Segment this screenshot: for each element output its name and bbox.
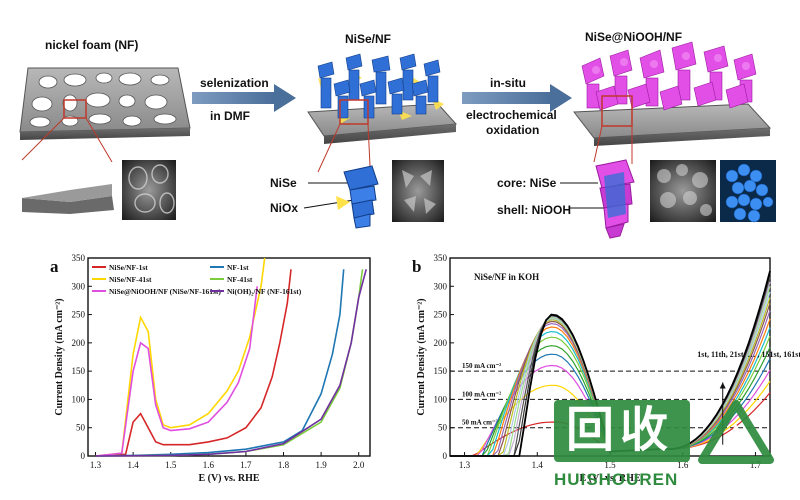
arrow2-top-label: in-situ bbox=[490, 76, 526, 90]
panel-a-xtick-label: 1.8 bbox=[278, 460, 290, 470]
panel-a-ytick-label: 250 bbox=[72, 310, 86, 320]
panel-a-xtick-label: 2.0 bbox=[353, 460, 365, 470]
panel-a-series-line bbox=[95, 257, 266, 457]
arrow-2 bbox=[462, 84, 572, 112]
panel-a-xtick-label: 1.9 bbox=[315, 460, 327, 470]
nise-crystal-inset bbox=[303, 160, 444, 229]
arrow-1 bbox=[192, 84, 296, 112]
panel-a-series-line bbox=[95, 269, 345, 457]
panel-a-xtick-label: 1.5 bbox=[165, 460, 177, 470]
panel-b-panel-label: b bbox=[412, 257, 421, 276]
nise-niooh-plate bbox=[573, 41, 772, 164]
panel-a-ytick-label: 150 bbox=[72, 366, 86, 376]
panel-b-xtick-label: 1.7 bbox=[750, 460, 762, 470]
recycle-icon bbox=[698, 400, 774, 464]
panel-a-xtick-label: 1.4 bbox=[127, 460, 139, 470]
panel-a-ytick-label: 200 bbox=[72, 338, 86, 348]
panel-b-xtick-label: 1.5 bbox=[604, 460, 616, 470]
panel-a-legend-label: NiSe/NF-41st bbox=[109, 275, 152, 284]
panel-b-title: NiSe/NF in KOH bbox=[474, 272, 539, 282]
inset3-label-shell: shell: NiOOH bbox=[497, 203, 572, 217]
panel-b-ytick-label: 250 bbox=[434, 310, 448, 320]
panel-b-ytick-label: 350 bbox=[434, 253, 448, 263]
panel-b-yaxis-label: Current Density (mA cm⁻²) bbox=[416, 298, 427, 415]
panel-a-legend-label: Ni(OH)₂/NF (NF-161st) bbox=[227, 287, 302, 296]
stage2-label: NiSe/NF bbox=[345, 32, 392, 46]
core-shell-inset bbox=[560, 159, 776, 239]
stage1-label: nickel foam (NF) bbox=[45, 38, 139, 52]
panel-b-ytick-label: 200 bbox=[434, 338, 448, 348]
panel-b-xtick-label: 1.3 bbox=[459, 460, 471, 470]
arrow2-bottom-label-2: oxidation bbox=[486, 123, 540, 137]
panel-b-xaxis-label: E (V) vs. RHE bbox=[579, 473, 640, 484]
arrow1-bottom-label: in DMF bbox=[210, 109, 250, 123]
panel-a-chart: 1.3 1.4 1.5 1.6 1.7 1.8 1.9 2.0 0 50 100 150 200 250 3… bbox=[50, 253, 371, 484]
watermark: 回收 HUISHOUREN bbox=[548, 386, 798, 498]
panel-a-ytick-label: 50 bbox=[76, 423, 86, 433]
panel-a-ytick-label: 350 bbox=[72, 253, 86, 263]
arrow1-top-label: selenization bbox=[200, 76, 269, 90]
panel-a-legend-label: NiSe@NiOOH/NF (NiSe/NF-161st) bbox=[109, 287, 221, 296]
panel-a-xtick-label: 1.3 bbox=[90, 460, 102, 470]
watermark-main-text: 回收 bbox=[566, 404, 675, 457]
schematic-drawing bbox=[19, 41, 776, 239]
panel-a-yaxis-label: Current Density (mA cm⁻²) bbox=[54, 298, 65, 415]
panel-b-annotation-arrowhead bbox=[719, 382, 726, 389]
panel-a-plot-frame bbox=[87, 257, 371, 457]
inset2-label-nise: NiSe bbox=[270, 176, 297, 190]
stage3-label: NiSe@NiOOH/NF bbox=[585, 30, 683, 44]
panel-b-reference-label: 50 mA cm⁻² bbox=[462, 419, 498, 427]
panel-b-annotation: 1st, 11th, 21st, … , 151st, 161st curve bbox=[697, 350, 800, 359]
panel-b-ytick-label: 50 bbox=[438, 423, 448, 433]
watermark-sub-text: HUISHOUREN bbox=[554, 470, 679, 489]
panel-a-series-line bbox=[95, 286, 258, 457]
panel-b-ytick-label: 0 bbox=[443, 451, 448, 461]
nise-nf-plate bbox=[307, 53, 458, 173]
panel-a-ytick-label: 100 bbox=[72, 394, 86, 404]
panel-b-xtick-label: 1.6 bbox=[677, 460, 689, 470]
panel-a-legend-label: NiSe/NF-1st bbox=[109, 263, 148, 272]
foam-strand-inset bbox=[22, 160, 176, 220]
arrow2-bottom-label-1: electrochemical bbox=[466, 108, 557, 122]
panel-a-xtick-label: 1.7 bbox=[240, 460, 252, 470]
panel-b-ytick-label: 150 bbox=[434, 366, 448, 376]
panel-a-xtick-label: 1.6 bbox=[203, 460, 215, 470]
panel-a-legend-label: NF-41st bbox=[227, 275, 253, 284]
panel-a-series-line bbox=[95, 269, 367, 457]
panel-a-panel-label: a bbox=[50, 257, 59, 276]
synthesis-schematic: nickel foam (NF) NiSe/NF NiSe@NiOOH/NF s… bbox=[0, 0, 800, 245]
inset3-label-core: core: NiSe bbox=[497, 176, 557, 190]
nickel-foam-plate bbox=[19, 67, 191, 163]
panel-a-legend-label: NF-1st bbox=[227, 263, 249, 272]
panel-b-reference-label: 100 mA cm⁻² bbox=[462, 390, 501, 398]
panel-b-ytick-label: 300 bbox=[434, 281, 448, 291]
panel-b-reference-label: 150 mA cm⁻² bbox=[462, 362, 501, 370]
panel-b-xtick-label: 1.4 bbox=[532, 460, 544, 470]
panel-a-ytick-label: 0 bbox=[81, 451, 86, 461]
panel-b-ytick-label: 100 bbox=[434, 394, 448, 404]
panel-a-series-line bbox=[95, 269, 292, 457]
inset2-label-niox: NiOx bbox=[270, 201, 299, 215]
panel-a-xaxis-label: E (V) vs. RHE bbox=[198, 473, 259, 484]
panel-a-ytick-label: 300 bbox=[72, 281, 86, 291]
watermark-box bbox=[554, 400, 690, 462]
